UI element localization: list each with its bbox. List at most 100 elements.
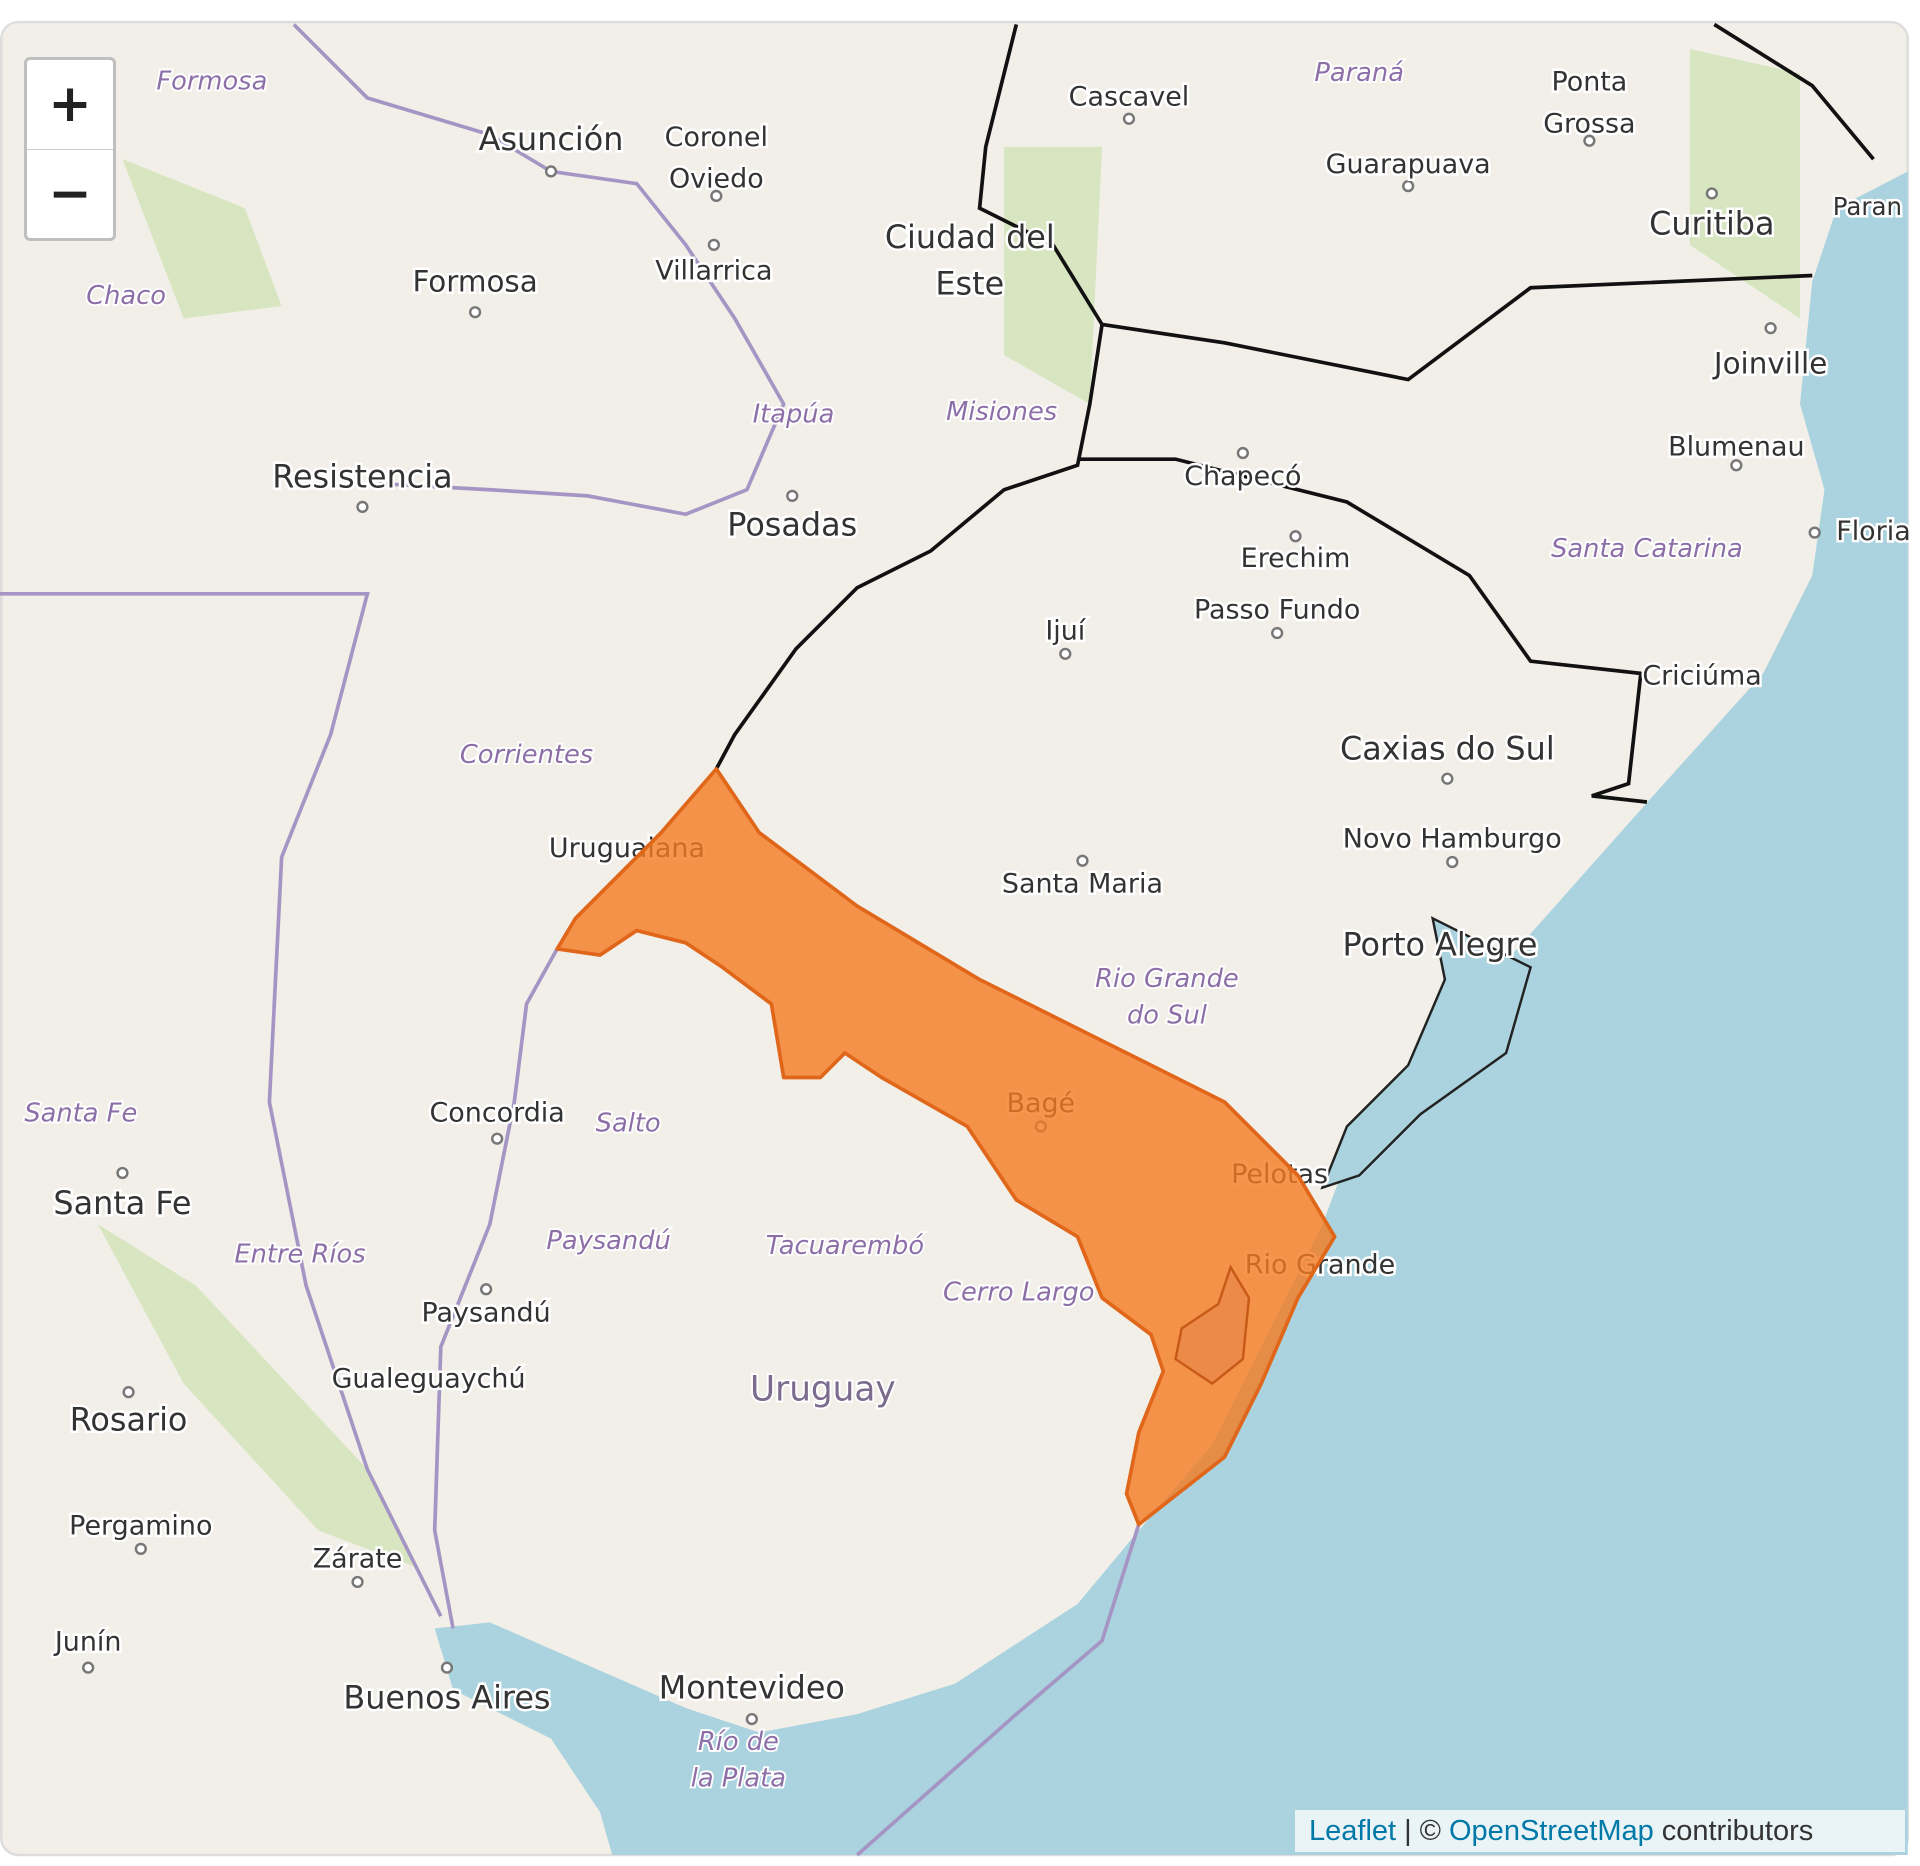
osm-link[interactable]: OpenStreetMap bbox=[1449, 1815, 1654, 1847]
country-label: Uruguay bbox=[750, 1369, 896, 1409]
city-label: Gualeguaychú bbox=[332, 1363, 526, 1394]
city-label: Ijuí bbox=[1045, 615, 1086, 646]
zoom-in-button[interactable]: + bbox=[27, 60, 113, 150]
city-dot bbox=[707, 238, 720, 252]
city-dot bbox=[468, 306, 482, 319]
city-dot bbox=[440, 1661, 454, 1674]
city-dot bbox=[491, 1132, 504, 1145]
city-label: Villarrica bbox=[655, 255, 772, 286]
city-label: Junín bbox=[53, 1627, 122, 1658]
city-label: Floria bbox=[1836, 516, 1910, 547]
city-label: Pergamino bbox=[69, 1510, 212, 1541]
city-dot bbox=[745, 1712, 758, 1726]
city-label: Criciúma bbox=[1642, 661, 1761, 692]
city-dot bbox=[134, 1542, 147, 1556]
region-label: Entre Ríos bbox=[234, 1240, 365, 1270]
leaflet-link[interactable]: Leaflet bbox=[1309, 1815, 1397, 1847]
city-label: Este bbox=[935, 264, 1004, 302]
region-label: Chaco bbox=[86, 281, 166, 311]
city-dot bbox=[1446, 855, 1459, 869]
city-label: Resistencia bbox=[272, 458, 452, 496]
alert-area bbox=[555, 767, 1337, 1527]
city-label: Chapecó bbox=[1184, 461, 1301, 492]
city-dot bbox=[480, 1283, 493, 1296]
state-borders bbox=[714, 22, 1875, 804]
city-label: Guarapuava bbox=[1326, 149, 1491, 180]
region-label: Paysandú bbox=[546, 1226, 671, 1256]
city-dot bbox=[1441, 772, 1454, 785]
city-label: Blumenau bbox=[1668, 432, 1804, 463]
city-dot bbox=[122, 1386, 135, 1399]
city-label: Curitiba bbox=[1649, 204, 1774, 242]
zoom-out-button[interactable]: − bbox=[48, 164, 92, 224]
contributors: contributors bbox=[1661, 1815, 1814, 1847]
copyright: © bbox=[1419, 1815, 1441, 1847]
region-label: do Sul bbox=[1127, 1001, 1208, 1031]
city-dot bbox=[356, 500, 369, 514]
city-label: Asunción bbox=[479, 120, 624, 158]
city-label: Rosario bbox=[70, 1401, 188, 1439]
separator: | bbox=[1404, 1815, 1412, 1847]
city-label: Ponta bbox=[1551, 67, 1627, 98]
city-label: Oviedo bbox=[669, 163, 764, 194]
region-label: Tacuarembó bbox=[766, 1231, 924, 1261]
city-dot bbox=[710, 189, 723, 203]
region-label: Río de bbox=[698, 1727, 779, 1757]
region-label: Cerro Largo bbox=[943, 1277, 1094, 1307]
region-label: Itapúa bbox=[753, 400, 835, 430]
city-label: Formosa bbox=[412, 264, 537, 298]
alert-area-inner bbox=[1174, 1264, 1251, 1386]
city-dot bbox=[1402, 179, 1415, 193]
region-label: Paraná bbox=[1314, 58, 1404, 88]
city-label: Porto Alegre bbox=[1342, 925, 1537, 963]
city-label: Paysandú bbox=[422, 1297, 551, 1328]
city-label: Coronel bbox=[665, 122, 768, 153]
attribution: Leaflet | © OpenStreetMap contributors bbox=[1295, 1810, 1905, 1852]
region-label: Santa Fe bbox=[24, 1099, 137, 1129]
city-label: Joinville bbox=[1712, 346, 1827, 380]
city-label: Caxias do Sul bbox=[1340, 730, 1555, 768]
city-label: Santa Maria bbox=[1002, 869, 1163, 900]
city-label: Grossa bbox=[1543, 108, 1635, 139]
city-dot bbox=[1271, 626, 1284, 640]
city-dot bbox=[1122, 112, 1136, 125]
city-label: Concordia bbox=[429, 1098, 564, 1129]
city-label: Santa Fe bbox=[53, 1184, 191, 1222]
city-dot bbox=[82, 1661, 95, 1674]
city-dot bbox=[1583, 134, 1596, 147]
city-label: Novo Hamburgo bbox=[1343, 823, 1562, 854]
city-label: Montevideo bbox=[659, 1669, 845, 1707]
city-dot bbox=[1705, 187, 1718, 200]
city-dot bbox=[1236, 446, 1249, 460]
labels: Asunción Coronel Oviedo Cascavel Ponta Grossa… bbox=[22, 56, 1913, 1795]
city-dot bbox=[1289, 530, 1302, 543]
city-dot bbox=[1076, 854, 1089, 867]
zoom-control: + − bbox=[24, 57, 116, 241]
region-label: Corrientes bbox=[460, 740, 593, 770]
region-label: Rio Grande bbox=[1095, 964, 1239, 994]
city-label: Ciudad del bbox=[885, 218, 1055, 256]
lagoon bbox=[1320, 916, 1533, 1190]
parks bbox=[97, 48, 1800, 1568]
city-dot bbox=[1808, 526, 1821, 539]
city-dot bbox=[116, 1166, 129, 1180]
city-label: Passo Fundo bbox=[1194, 594, 1360, 625]
city-label: Cascavel bbox=[1069, 81, 1190, 112]
city-dot bbox=[1764, 322, 1777, 335]
city-dot bbox=[1059, 647, 1072, 660]
city-label: Erechim bbox=[1241, 543, 1351, 574]
region-label: Santa Catarina bbox=[1551, 534, 1743, 564]
ocean bbox=[434, 171, 1908, 1855]
city-label: Paran bbox=[1833, 192, 1902, 221]
region-label: la Plata bbox=[691, 1764, 786, 1794]
region-label: Formosa bbox=[156, 67, 267, 97]
country-borders bbox=[0, 23, 1141, 1857]
city-dot bbox=[544, 165, 558, 178]
city-dot bbox=[786, 489, 799, 503]
city-label: Posadas bbox=[727, 505, 857, 543]
city-label: Buenos Aires bbox=[343, 1678, 550, 1716]
city-label: Zárate bbox=[313, 1543, 403, 1574]
region-label: Salto bbox=[596, 1109, 661, 1139]
